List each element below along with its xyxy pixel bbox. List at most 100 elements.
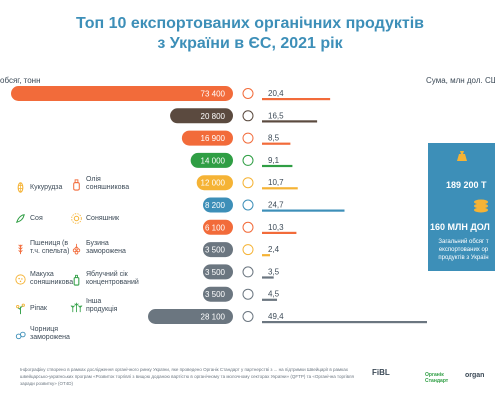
- legend: Кукурудза Олія соняшникова Соя Соняшник …: [0, 176, 150, 341]
- coins-icon: [474, 199, 488, 213]
- blueberry-icon: [14, 328, 27, 341]
- sunflower-icon: [70, 212, 83, 225]
- rapeseed-icon: [242, 288, 254, 300]
- legend-item-apple-juice: Яблучний сік концентрований: [70, 271, 146, 287]
- legend-label: Інша продукція: [86, 298, 118, 313]
- totals-panel: 189 200 Т 160 МЛН ДОЛ: [428, 143, 495, 271]
- sum-value-label: 20,4: [268, 89, 284, 98]
- soy-icon: [14, 212, 27, 225]
- sunflower-cake-icon: [242, 266, 254, 278]
- volume-value-label: 73 400: [201, 90, 226, 99]
- sum-axis-label: Сума, млн дол. США: [426, 76, 495, 85]
- volume-value-label: 14 000: [201, 156, 226, 165]
- volume-value-label: 3 500: [205, 268, 226, 277]
- volume-value-label: 3 500: [205, 290, 226, 299]
- legend-label: Кукурудза: [30, 183, 63, 191]
- wheat-icon: [242, 132, 254, 144]
- volume-value-label: 28 100: [201, 313, 226, 322]
- rapeseed-icon: [14, 302, 27, 315]
- total-volume: 189 200 Т: [446, 180, 487, 190]
- sum-value-label: 2,4: [268, 245, 280, 254]
- legend-label: Олія соняшникова: [86, 176, 130, 191]
- fibl-logo: FiBL: [372, 368, 390, 377]
- legend-item-corn: Кукурудза: [14, 181, 62, 194]
- corn-icon: [242, 88, 254, 99]
- volume-bar: [181, 130, 233, 146]
- sum-value-label: 24,7: [268, 201, 284, 210]
- apple-juice-icon: [242, 244, 254, 256]
- sum-bar: [262, 231, 297, 234]
- volume-bar: [148, 309, 233, 324]
- money-bag-icon: [457, 151, 467, 161]
- legend-label: Макуха соняшникова: [30, 271, 74, 286]
- volume-value-label: 6 100: [205, 223, 226, 232]
- sum-value-label: 49,4: [268, 312, 284, 321]
- volume-bar: [203, 242, 233, 258]
- sum-bar: [262, 298, 278, 301]
- sum-bar: [262, 98, 331, 101]
- legend-item-soy: Соя: [14, 212, 43, 225]
- sum-value-label: 3,5: [268, 267, 280, 276]
- oil-bottle-icon: [70, 178, 83, 191]
- sum-value-label: 8,5: [268, 134, 280, 143]
- sum-bar: [262, 120, 318, 123]
- footer: Інфографіку створено в рамках дослідженн…: [0, 362, 495, 400]
- legend-item-sunflower-cake: Макуха соняшникова: [14, 271, 74, 287]
- legend-item-blueberry: Чорниця заморожена: [14, 326, 70, 342]
- legend-label: Соя: [30, 214, 43, 222]
- sum-value-label: 10,7: [268, 178, 284, 187]
- sum-bar: [262, 187, 298, 190]
- legend-item-sunflower-oil: Олія соняшникова: [70, 176, 140, 192]
- sum-value-label: 9,1: [268, 156, 280, 165]
- oil-bottle-icon: [242, 110, 254, 122]
- legend-item-rapeseed: Ріпак: [14, 302, 47, 315]
- legend-item-elderberry: Бузина заморожена: [70, 240, 142, 256]
- sum-value-label: 16,5: [268, 111, 284, 120]
- sum-bar: [262, 142, 291, 145]
- sum-bar: [262, 254, 271, 257]
- legend-label: Ріпак: [30, 304, 47, 312]
- sunflower-cake-icon: [242, 221, 254, 233]
- legend-label: Чорниця заморожена: [30, 326, 70, 341]
- organic-standard-logo: Органік Стандарт: [425, 372, 449, 384]
- legend-item-wheat: Пшениця (в т.ч. спельта): [14, 240, 70, 256]
- sum-bar: [262, 209, 345, 212]
- legend-label: Пшениця (в т.ч. спельта): [30, 240, 70, 255]
- volume-value-label: 20 800: [201, 112, 226, 121]
- bar-chart: 73 400 20,4 20 800 16,5 16 900 8,5 14 000 9,1 12…: [11, 86, 427, 324]
- apple-juice-icon: [70, 273, 83, 286]
- volume-value-label: 16 900: [201, 134, 226, 143]
- sum-bar: [262, 276, 274, 279]
- other-products-icon: [70, 300, 83, 313]
- elderberry-icon: [242, 199, 254, 211]
- soy-icon: [242, 154, 254, 166]
- volume-value-label: 8 200: [205, 201, 226, 210]
- legend-label: Яблучний сік концентрований: [86, 271, 139, 286]
- title-line-1: Топ 10 експортованих органічних продукті…: [76, 15, 424, 32]
- sum-bar: [262, 164, 293, 168]
- footer-note: Інфографіку створено в рамках дослідженн…: [20, 367, 354, 386]
- volume-value-label: 12 000: [201, 179, 226, 188]
- volume-axis-label: обсяг, тонн: [0, 76, 41, 85]
- volume-bar: [196, 175, 233, 191]
- volume-bar: [170, 108, 233, 124]
- blueberry-icon: [242, 311, 254, 322]
- elderberry-icon: [70, 242, 83, 255]
- volume-bar: [203, 197, 233, 213]
- volume-bar: [11, 86, 233, 101]
- sunflower-cake-icon: [14, 273, 27, 286]
- legend-item-other: Інша продукція: [70, 298, 130, 314]
- volume-bar: [203, 219, 233, 235]
- legend-label: Бузина заморожена: [86, 240, 126, 255]
- sum-bar: [262, 321, 427, 324]
- legend-item-sunflower: Соняшник: [70, 212, 119, 225]
- title-line-2: з України в ЄС, 2021 рік: [157, 35, 343, 52]
- volume-bar: [190, 152, 233, 168]
- organic-logo: organ: [465, 372, 485, 379]
- page-title: Топ 10 експортованих органічних продукті…: [60, 14, 440, 54]
- sum-value-label: 4,5: [268, 290, 280, 299]
- volume-bar: [203, 286, 233, 302]
- sum-value-label: 10,3: [268, 223, 284, 232]
- totals-description: Загальний обсяг т експортованих ор проду…: [438, 239, 489, 261]
- sunflower-icon: [242, 177, 254, 189]
